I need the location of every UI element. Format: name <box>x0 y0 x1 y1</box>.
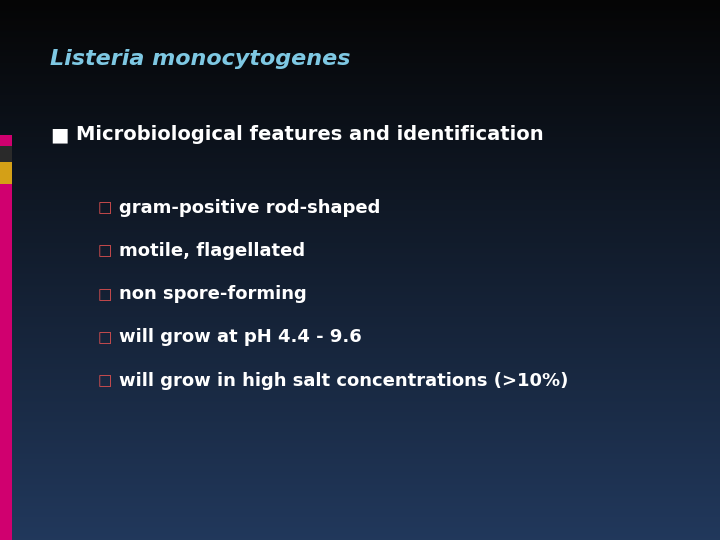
Bar <box>0 162 12 184</box>
Text: □: □ <box>97 287 112 302</box>
Text: □: □ <box>97 373 112 388</box>
Text: motile, flagellated: motile, flagellated <box>119 242 305 260</box>
Bar <box>0 146 12 162</box>
Text: will grow in high salt concentrations (>10%): will grow in high salt concentrations (>… <box>119 372 568 390</box>
Text: Microbiological features and identification: Microbiological features and identificat… <box>76 125 543 145</box>
Text: Listeria monocytogenes: Listeria monocytogenes <box>50 49 351 70</box>
Bar <box>0 184 12 540</box>
Text: □: □ <box>97 244 112 259</box>
Text: □: □ <box>97 330 112 345</box>
Text: □: □ <box>97 200 112 215</box>
Bar <box>0 135 12 146</box>
Text: gram-positive rod-shaped: gram-positive rod-shaped <box>119 199 380 217</box>
Text: non spore-forming: non spore-forming <box>119 285 307 303</box>
Text: ■: ■ <box>50 125 69 145</box>
Text: will grow at pH 4.4 - 9.6: will grow at pH 4.4 - 9.6 <box>119 328 361 347</box>
